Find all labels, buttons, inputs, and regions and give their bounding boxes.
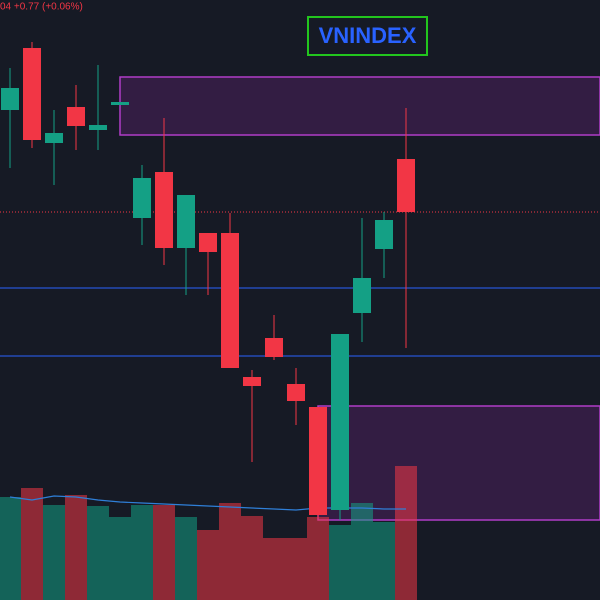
volume-bar <box>175 517 197 600</box>
volume-bar <box>351 503 373 600</box>
candle-body <box>353 278 371 313</box>
volume-bar <box>21 488 43 600</box>
volume-bar <box>307 517 329 600</box>
volume-bar <box>219 503 241 600</box>
volume-bar <box>329 525 351 600</box>
volume-bar <box>241 516 263 600</box>
chart-title: VNINDEX <box>319 23 417 48</box>
zone <box>317 405 600 521</box>
volume-bar <box>395 466 417 600</box>
candle-body <box>265 338 283 357</box>
volume-bar <box>131 505 153 600</box>
candle-body <box>243 377 261 386</box>
header-text: 04 +0.77 (+0.06%) <box>0 2 83 13</box>
candle-body <box>45 133 63 143</box>
candle-body <box>23 48 41 140</box>
candle-body <box>287 384 305 401</box>
candle-body <box>1 88 19 110</box>
candle-body <box>375 220 393 249</box>
zone <box>119 76 600 136</box>
volume-bar <box>373 522 395 600</box>
volume-bar <box>263 538 285 600</box>
volume-bar <box>0 497 21 600</box>
candle-body <box>89 125 107 130</box>
volume-bar <box>153 505 175 600</box>
candle-body <box>67 107 85 126</box>
volume-bar <box>109 517 131 600</box>
volume-bar <box>43 505 65 600</box>
candle-body <box>309 407 327 515</box>
candle-body <box>177 195 195 248</box>
candle-body <box>133 178 151 218</box>
candle-body <box>111 102 129 105</box>
candle-body <box>397 159 415 212</box>
candle-body <box>155 172 173 248</box>
candle-body <box>221 233 239 368</box>
volume-bar <box>65 495 87 600</box>
title-box <box>307 16 428 56</box>
volume-bar <box>285 538 307 600</box>
volume-bar <box>87 506 109 600</box>
volume-bar <box>197 530 219 600</box>
candle-body <box>199 233 217 252</box>
candle-body <box>331 334 349 510</box>
